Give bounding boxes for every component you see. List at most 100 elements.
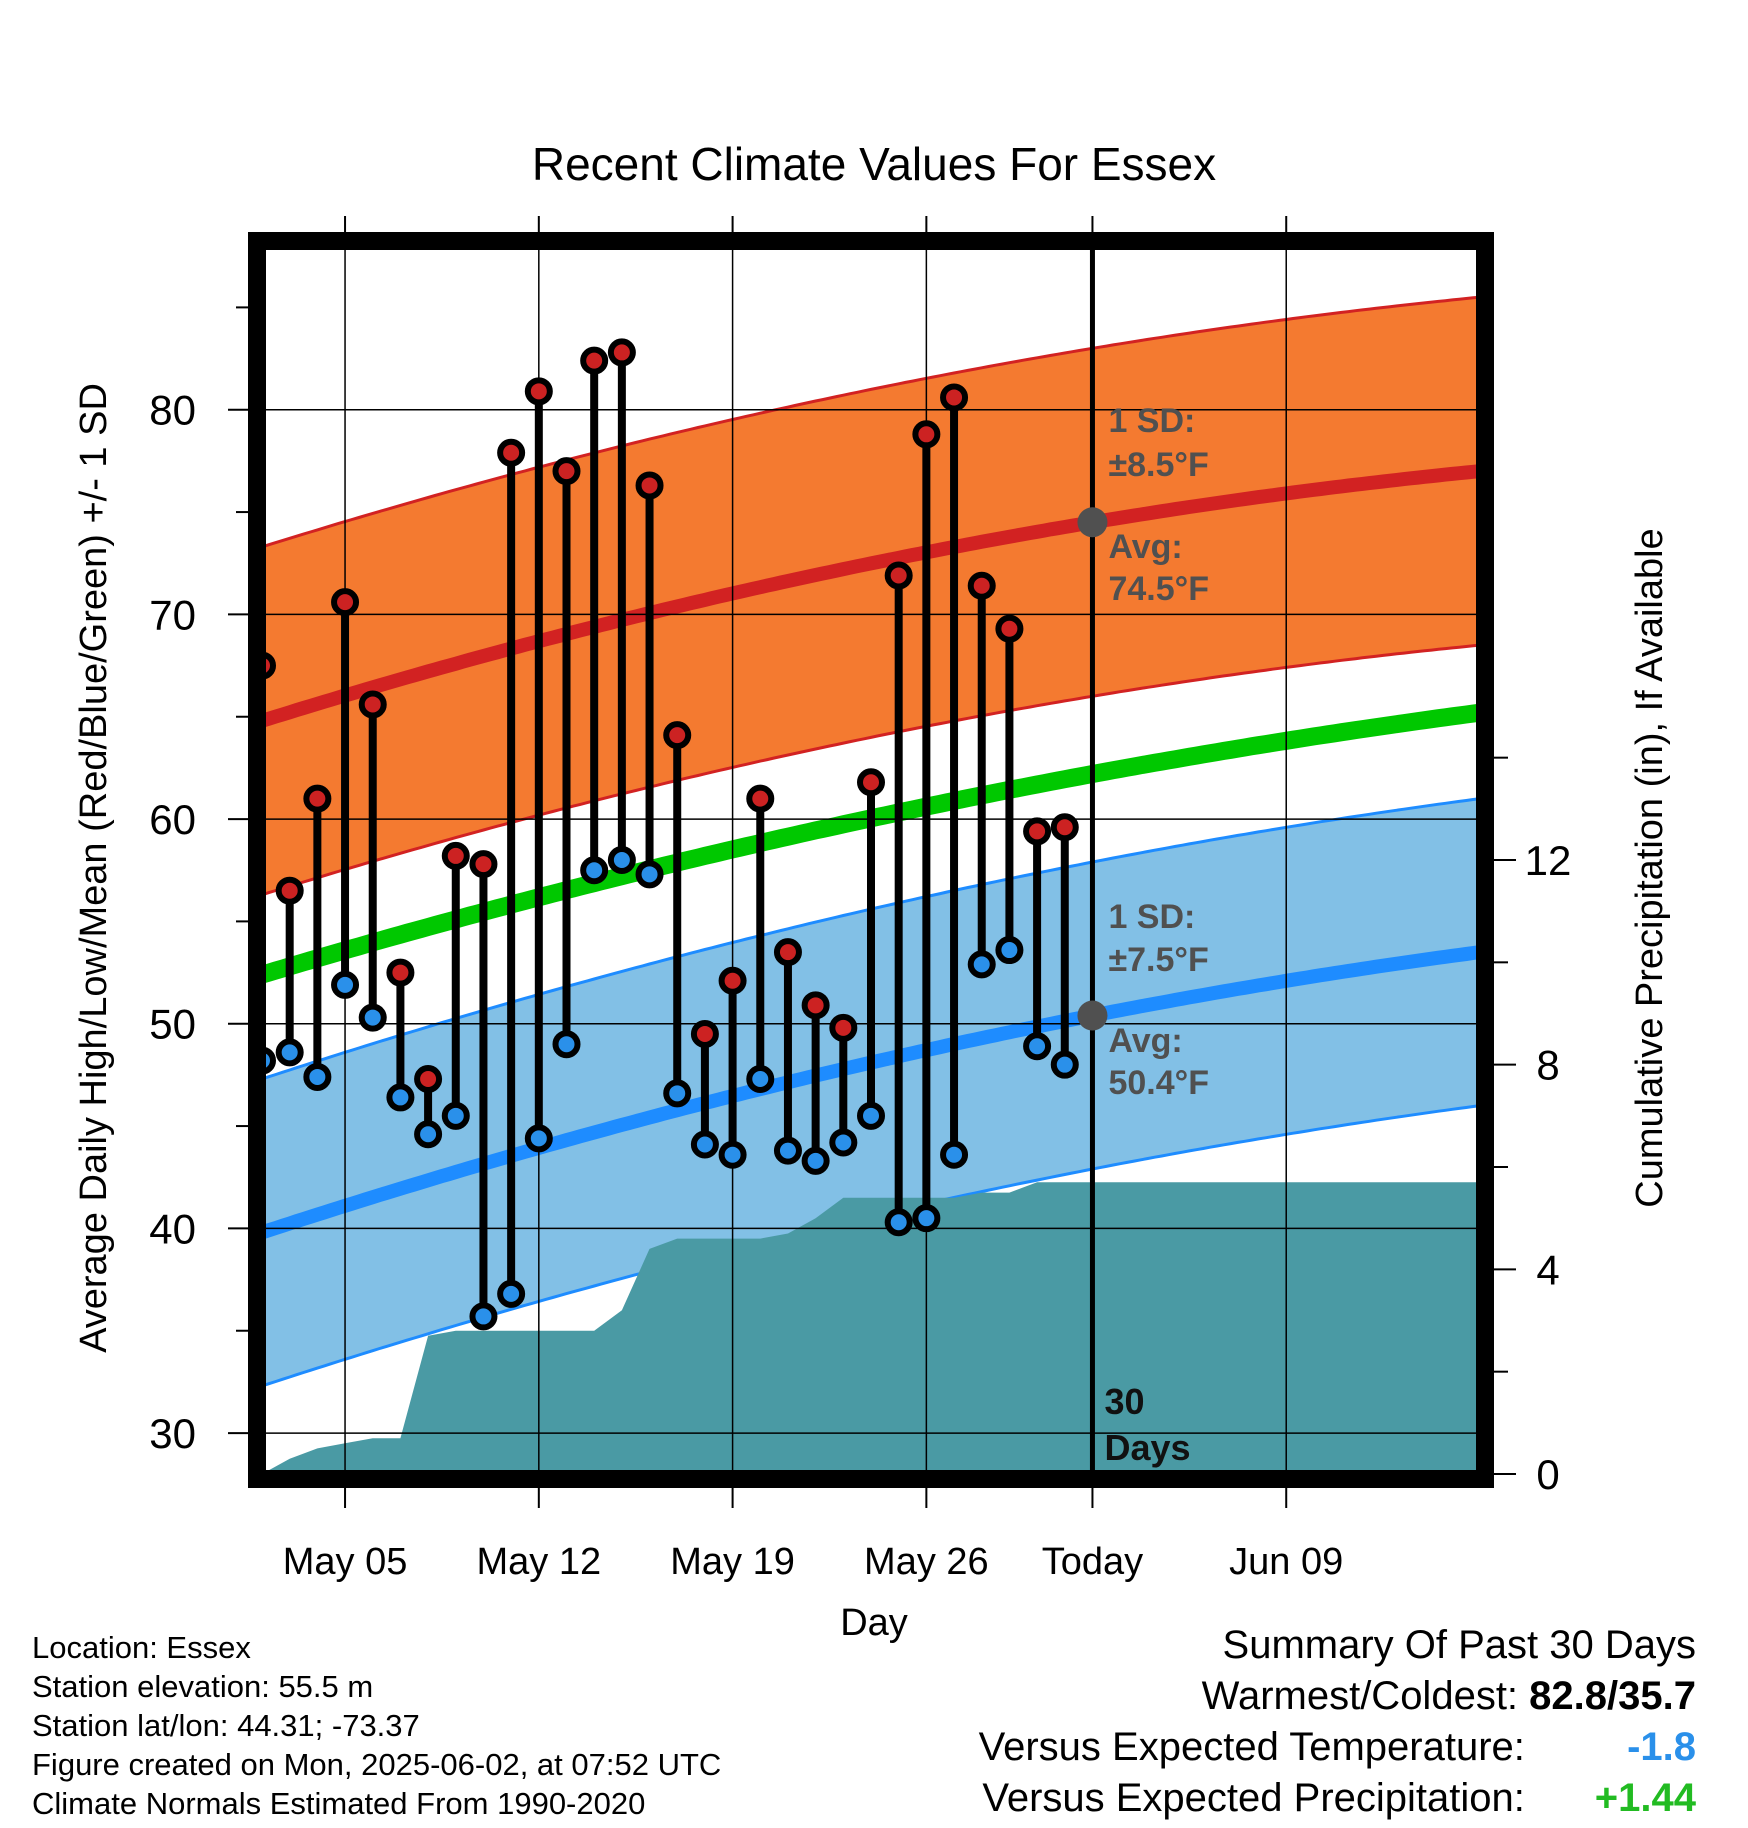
low-point <box>635 860 664 889</box>
summary-heading: Summary Of Past 30 Days <box>1222 1623 1696 1667</box>
high-point <box>580 346 609 375</box>
daily-bars <box>248 338 1079 1331</box>
y2-tick-label: 8 <box>1536 1042 1559 1089</box>
y2-tick-label: 0 <box>1536 1451 1559 1498</box>
low-sd-label: 1 SD: <box>1108 898 1195 936</box>
warmest-label: Warmest/Coldest: <box>1201 1674 1519 1718</box>
low-point <box>1023 1032 1052 1061</box>
high-point <box>995 614 1024 643</box>
high-point <box>718 966 747 995</box>
temp-label: Versus Expected Temperature: <box>978 1725 1525 1769</box>
chart-title: Recent Climate Values For Essex <box>532 138 1216 190</box>
created-text: Figure created on Mon, 2025-06-02, at 07… <box>32 1747 722 1782</box>
normal-annotations: 1 SD: ±8.5°F Avg: 74.5°F 1 SD: ±7.5°F Avg: 50.4… <box>1077 402 1209 1468</box>
low-point <box>884 1208 913 1237</box>
station-info: Location: Essex Station elevation: 55.5 … <box>32 1628 721 1823</box>
low-point <box>580 856 609 885</box>
high-point <box>857 768 885 797</box>
low-point <box>497 1279 526 1308</box>
precip-area-shape <box>262 1182 1480 1474</box>
high-point <box>690 1019 719 1048</box>
high-point <box>331 588 360 617</box>
low-point <box>358 1003 387 1032</box>
summary-panel: Summary Of Past 30 Days Warmest/Coldest:… <box>979 1620 1696 1824</box>
low-point <box>524 1124 553 1153</box>
today-label-line1: 30 <box>1104 1381 1144 1422</box>
high-sd-label: 1 SD: <box>1108 402 1195 440</box>
low-point <box>801 1146 830 1175</box>
x-axis-label: Day <box>840 1602 908 1644</box>
high-avg-label: Avg: <box>1108 528 1182 566</box>
x-tick-label: May 12 <box>477 1541 602 1583</box>
high-point <box>303 784 332 813</box>
high-point <box>801 991 830 1020</box>
warmest-value: 82.8/35.7 <box>1529 1674 1696 1718</box>
y-tick-label: 50 <box>149 1001 196 1048</box>
high-point <box>884 561 913 590</box>
x-tick-label: May 19 <box>670 1541 795 1583</box>
low-point <box>718 1140 747 1169</box>
low-point <box>773 1136 802 1165</box>
low-point <box>331 970 360 999</box>
low-avg-value: 50.4°F <box>1108 1064 1209 1102</box>
high-sd-upper-edge <box>261 295 1481 549</box>
high-point <box>1050 813 1079 842</box>
high-point <box>275 876 304 905</box>
precip-label: Versus Expected Precipitation: <box>982 1776 1525 1820</box>
y-tick-label: 30 <box>149 1410 196 1457</box>
low-point <box>1050 1050 1079 1079</box>
low-point <box>967 950 996 979</box>
high-point <box>829 1013 858 1042</box>
low-avg-marker <box>1077 1000 1108 1031</box>
low-point <box>912 1204 941 1233</box>
low-avg-label: Avg: <box>1108 1022 1182 1060</box>
high-point <box>1023 817 1052 846</box>
low-point <box>829 1128 858 1157</box>
low-point <box>469 1302 498 1331</box>
x-tick-label: May 05 <box>283 1541 408 1583</box>
plot-frame <box>248 232 1494 1488</box>
precip-area <box>262 1182 1480 1474</box>
y-tick-label: 40 <box>149 1205 196 1252</box>
high-point <box>663 721 692 750</box>
high-point <box>497 438 526 467</box>
x-tick-label: Today <box>1042 1541 1143 1583</box>
high-point <box>607 338 636 367</box>
low-point <box>552 1030 581 1059</box>
low-point <box>690 1130 719 1159</box>
low-point <box>386 1083 415 1112</box>
low-point <box>663 1079 692 1108</box>
x-tick-label: Jun 09 <box>1229 1541 1343 1583</box>
high-point <box>552 457 581 486</box>
y-axis-label: Average Daily High/Low/Mean (Red/Blue/Gr… <box>73 383 115 1353</box>
location-text: Location: Essex <box>32 1630 251 1665</box>
low-point <box>303 1062 332 1091</box>
high-avg-marker <box>1077 507 1108 538</box>
high-point <box>940 383 969 412</box>
low-point <box>746 1064 775 1093</box>
axes: 30 40 50 60 70 80 0 4 8 12 May 05 May 12 May 19 May 2… <box>149 216 1571 1583</box>
elevation-text: Station elevation: 55.5 m <box>32 1669 374 1704</box>
low-point <box>857 1101 885 1130</box>
y2-tick-label: 4 <box>1536 1246 1559 1293</box>
today-label-line2: Days <box>1104 1427 1190 1468</box>
high-point <box>912 420 941 449</box>
low-sd-value: ±7.5°F <box>1108 941 1208 979</box>
high-sd-lower-edge <box>261 643 1481 897</box>
high-point <box>773 938 802 967</box>
low-point <box>275 1038 304 1067</box>
high-point <box>386 958 415 987</box>
high-point <box>746 784 775 813</box>
high-avg-value: 74.5°F <box>1108 570 1209 608</box>
low-point <box>414 1120 443 1149</box>
precip-value: +1.44 <box>1594 1776 1696 1820</box>
high-point <box>414 1064 443 1093</box>
high-normal-line <box>259 464 1481 728</box>
temp-row: Versus Expected Temperature: -1.8 <box>979 1722 1696 1773</box>
high-point <box>967 571 996 600</box>
high-sd-value: ±8.5°F <box>1108 446 1208 484</box>
high-point <box>358 690 387 719</box>
low-point <box>441 1101 470 1130</box>
low-point <box>607 846 636 874</box>
